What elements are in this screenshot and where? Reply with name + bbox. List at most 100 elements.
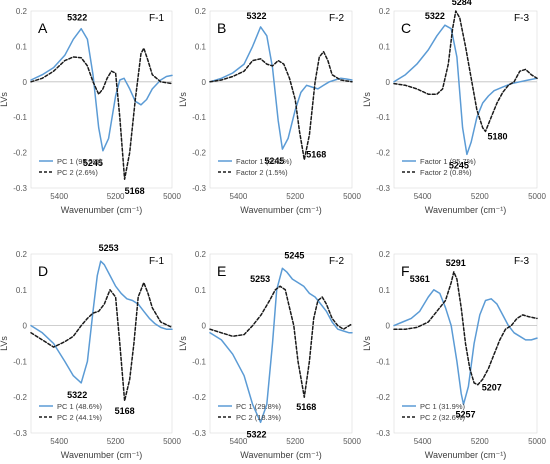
y-tick-label: -0.2: [376, 393, 390, 402]
x-axis-label: Wavenumber (cm⁻¹): [240, 450, 321, 460]
series-line-2: [393, 271, 538, 386]
panel-tag: F-2: [329, 256, 344, 267]
x-tick-label: 5000: [343, 192, 361, 201]
y-tick-label: 0: [202, 322, 207, 331]
y-tick-label: 0.2: [195, 250, 207, 259]
y-tick-label: -0.3: [192, 184, 206, 193]
y-tick-label: 0: [386, 322, 391, 331]
panel-tag: F-3: [514, 256, 529, 267]
peak-label: 5322: [67, 390, 87, 400]
peak-label: 5322: [247, 429, 267, 439]
y-tick-label: -0.2: [376, 149, 390, 158]
panel-tag: F-3: [514, 13, 529, 24]
y-tick-label: -0.3: [13, 429, 27, 438]
x-tick-label: 5200: [107, 437, 125, 446]
y-tick-label: -0.2: [192, 149, 206, 158]
panel-tag: F-1: [149, 13, 164, 24]
x-tick-label: 5000: [528, 192, 546, 201]
panel-letter: E: [217, 263, 226, 279]
series-line-1: [209, 26, 353, 150]
x-tick-label: 5400: [414, 192, 432, 201]
x-axis-label: Wavenumber (cm⁻¹): [61, 205, 142, 215]
y-axis-label: LVs: [362, 336, 372, 351]
legend-label: PC 1 (31.9%): [420, 402, 466, 411]
legend-label: Factor 1 (90.2%): [236, 157, 292, 166]
x-tick-label: 5400: [414, 437, 432, 446]
y-tick-label: -0.3: [376, 429, 390, 438]
plot-border: [393, 10, 538, 189]
plot-border: [209, 10, 353, 189]
y-tick-label: -0.3: [13, 184, 27, 193]
y-tick-label: 0.1: [16, 286, 28, 295]
y-tick-label: -0.1: [13, 113, 27, 122]
y-tick-label: -0.2: [13, 149, 27, 158]
peak-label: 5361: [410, 274, 430, 284]
y-tick-label: 0.2: [16, 7, 28, 16]
x-axis-label: Wavenumber (cm⁻¹): [240, 205, 321, 215]
y-tick-label: -0.1: [192, 357, 206, 366]
panel-letter: A: [38, 20, 48, 36]
plot-border: [30, 253, 173, 434]
x-axis-label: Wavenumber (cm⁻¹): [61, 450, 142, 460]
peak-label: 5245: [83, 158, 103, 168]
legend-label: Factor 2 (1.5%): [236, 168, 288, 177]
x-tick-label: 5000: [528, 437, 546, 446]
x-tick-label: 5200: [471, 192, 489, 201]
y-tick-label: 0.1: [379, 42, 391, 51]
x-axis-label: Wavenumber (cm⁻¹): [425, 205, 506, 215]
peak-label: 5180: [488, 131, 508, 141]
y-axis-label: LVs: [0, 92, 9, 107]
y-tick-label: 0.2: [16, 250, 28, 259]
y-tick-label: -0.1: [376, 357, 390, 366]
panel-A: -0.3 -0.2 -0.1 0 0.1 0.2 5400 5200 5000 Wavenumbe…: [0, 7, 181, 215]
peak-label: 5245: [449, 160, 469, 170]
peak-label: 5257: [455, 409, 475, 419]
series-line-1: [30, 27, 173, 152]
x-tick-label: 5400: [50, 192, 68, 201]
x-tick-label: 5200: [286, 437, 304, 446]
peak-label: 5253: [99, 243, 119, 253]
series-line-2: [209, 285, 353, 398]
x-tick-label: 5400: [230, 192, 248, 201]
plot-border: [30, 10, 173, 189]
peak-label: 5291: [446, 258, 466, 268]
panel-letter: C: [401, 20, 411, 36]
legend-label: PC 1 (95.5%): [57, 157, 103, 166]
legend-label: PC 1 (48.6%): [57, 402, 103, 411]
y-axis-label: LVs: [178, 92, 188, 107]
y-tick-label: 0: [386, 78, 391, 87]
y-axis-label: LVs: [0, 336, 9, 351]
y-tick-label: -0.1: [376, 113, 390, 122]
peak-label: 5322: [67, 13, 87, 23]
y-tick-label: -0.2: [13, 393, 27, 402]
x-tick-label: 5200: [107, 192, 125, 201]
series-line-1: [30, 260, 173, 384]
y-tick-label: 0: [23, 322, 28, 331]
peak-label: 5245: [264, 156, 284, 166]
panel-tag: F-2: [329, 13, 344, 24]
peak-label: 5284: [452, 0, 472, 7]
panel-letter: F: [401, 263, 410, 279]
legend-label: Factor 1 (95.7%): [420, 157, 476, 166]
plot-border: [209, 253, 353, 434]
y-tick-label: -0.2: [192, 393, 206, 402]
legend-label: Factor 2 (0.8%): [420, 168, 472, 177]
x-tick-label: 5000: [343, 437, 361, 446]
panel-letter: B: [217, 20, 226, 36]
y-tick-label: 0.1: [195, 42, 207, 51]
peak-label: 5207: [482, 383, 502, 393]
series-line-1: [209, 267, 353, 424]
y-tick-label: 0: [202, 78, 207, 87]
y-tick-label: 0.2: [195, 7, 207, 16]
panel-tag: F-1: [149, 256, 164, 267]
y-tick-label: 0.2: [379, 7, 391, 16]
x-tick-label: 5200: [471, 437, 489, 446]
y-tick-label: 0.1: [195, 286, 207, 295]
legend-label: PC 2 (32.6%): [420, 413, 466, 422]
panel-F: -0.3 -0.2 -0.1 0 0.1 0.2 5400 5200 5000 Wavenumbe…: [362, 250, 546, 460]
series-line-2: [30, 281, 173, 402]
series-line-1: [393, 289, 538, 406]
series-line-2: [209, 50, 353, 161]
series-line-2: [393, 10, 538, 133]
